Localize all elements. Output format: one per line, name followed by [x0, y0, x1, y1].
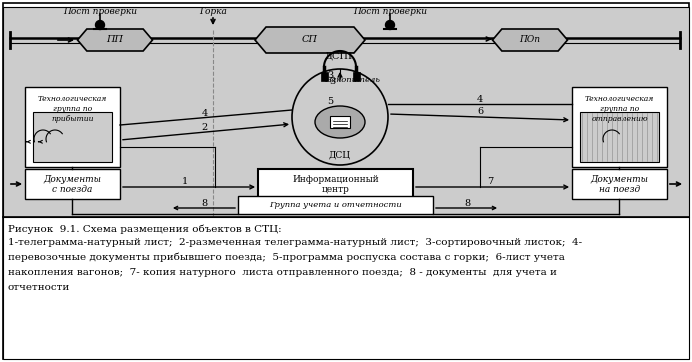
Text: 2: 2 — [202, 122, 208, 131]
Circle shape — [95, 21, 104, 29]
Text: ПП: ПП — [107, 35, 123, 45]
Bar — [25, 169, 120, 199]
Text: Пост проверки: Пост проверки — [63, 7, 137, 16]
Text: Группа учета и отчетности: Группа учета и отчетности — [269, 201, 402, 209]
Text: 4: 4 — [477, 94, 483, 104]
Polygon shape — [255, 27, 365, 53]
Text: СП: СП — [302, 35, 318, 45]
Text: группа по: группа по — [53, 105, 92, 113]
Text: Горка: Горка — [199, 7, 227, 16]
Text: Рисунок  9.1. Схема размещения объектов в СТЦ:: Рисунок 9.1. Схема размещения объектов в… — [8, 224, 282, 233]
Bar — [572, 87, 667, 167]
Polygon shape — [493, 29, 567, 51]
Bar — [3, 217, 689, 359]
Text: прибытии: прибытии — [51, 115, 93, 123]
Bar — [580, 112, 659, 162]
Text: 3: 3 — [329, 77, 335, 87]
Text: на поезд: на поезд — [599, 185, 640, 194]
Text: 4: 4 — [202, 109, 208, 118]
Circle shape — [292, 69, 388, 165]
Circle shape — [385, 21, 394, 29]
Bar — [258, 169, 413, 199]
Text: 1: 1 — [182, 177, 188, 186]
Text: 6: 6 — [477, 108, 483, 117]
Text: Документы: Документы — [590, 174, 648, 184]
Text: с поезда: с поезда — [53, 185, 93, 194]
Bar — [238, 196, 433, 214]
Bar — [321, 72, 328, 81]
Text: 8: 8 — [201, 198, 207, 207]
Text: 8: 8 — [464, 198, 470, 207]
Polygon shape — [78, 29, 152, 51]
Text: 1-телеграмма-натурный лист;  2-размеченная телеграмма-натурный лист;  3-сортиров: 1-телеграмма-натурный лист; 2-размеченна… — [8, 238, 582, 247]
Text: перевозочные документы прибывшего поезда;  5-программа роспуска состава с горки;: перевозочные документы прибывшего поезда… — [8, 253, 565, 262]
Text: Информационный: Информационный — [292, 174, 379, 184]
Text: Накопитель: Накопитель — [324, 76, 380, 84]
Bar — [353, 72, 360, 81]
Bar — [25, 87, 120, 167]
Text: группа по: группа по — [600, 105, 639, 113]
Bar — [33, 112, 112, 162]
Text: Технологическая: Технологическая — [585, 95, 654, 103]
Text: центр: центр — [322, 185, 349, 194]
Text: Технологическая: Технологическая — [38, 95, 107, 103]
Text: накопления вагонов;  7- копия натурного  листа отправленного поезда;  8 - докуме: накопления вагонов; 7- копия натурного л… — [8, 268, 557, 277]
Text: 5: 5 — [327, 97, 333, 106]
Text: ПОп: ПОп — [520, 35, 540, 45]
Text: Пост проверки: Пост проверки — [353, 7, 427, 16]
Bar — [572, 169, 667, 199]
Text: ДСПГ: ДСПГ — [325, 51, 355, 60]
Text: отчетности: отчетности — [8, 283, 71, 292]
Text: 3: 3 — [327, 72, 333, 80]
Ellipse shape — [315, 106, 365, 138]
Text: отправлению: отправлению — [591, 115, 648, 123]
Text: ДСЦ: ДСЦ — [329, 151, 351, 160]
Bar — [330, 116, 350, 128]
Text: Документы: Документы — [44, 174, 102, 184]
Bar — [3, 7, 689, 217]
Text: 7: 7 — [487, 177, 493, 186]
